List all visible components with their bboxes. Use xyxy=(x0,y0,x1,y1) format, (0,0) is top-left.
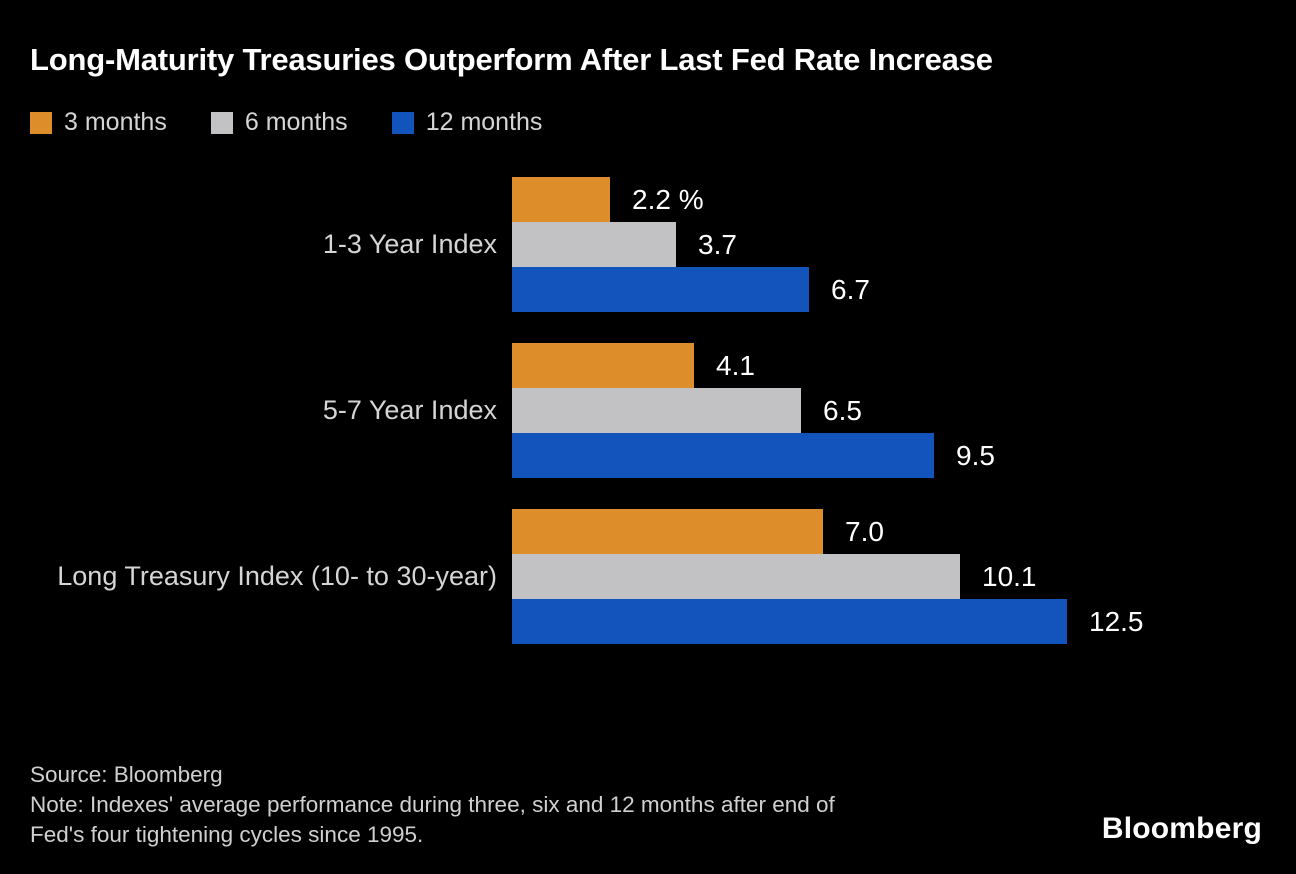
legend-item: 12 months xyxy=(391,108,543,137)
bar-row: 3.7 xyxy=(512,222,870,267)
bar-6-months xyxy=(512,388,801,433)
bar-row: 2.2 % xyxy=(512,177,870,222)
source-text: Source: Bloomberg xyxy=(30,762,223,787)
legend-swatch-icon xyxy=(391,111,414,134)
bar-group: 2.2 % 3.7 6.7 xyxy=(512,177,870,312)
value-label: 6.7 xyxy=(831,273,870,305)
bar-group: 7.0 10.1 12.5 xyxy=(512,509,1144,644)
legend-swatch-icon xyxy=(30,111,52,134)
bar-6-months xyxy=(512,554,960,599)
legend: 3 months 6 months 12 months xyxy=(30,108,586,137)
bar-6-months xyxy=(512,222,676,267)
legend-label: 3 months xyxy=(64,108,167,136)
chart-title: Long-Maturity Treasuries Outperform Afte… xyxy=(30,42,993,77)
bar-3-months xyxy=(512,177,610,222)
bar-row: 7.0 xyxy=(512,509,1144,554)
bar-chart-group: Long Treasury Index (10- to 30-year) 7.0… xyxy=(30,509,1266,644)
bar-row: 6.5 xyxy=(512,388,995,433)
note-text-line1: Note: Indexes' average performance durin… xyxy=(30,792,835,817)
bar-row: 9.5 xyxy=(512,433,995,478)
bloomberg-logo: Bloomberg xyxy=(1101,812,1262,845)
bar-group: 4.1 6.5 9.5 xyxy=(512,343,995,478)
category-label: 1-3 Year Index xyxy=(322,229,497,259)
value-label: 10.1 xyxy=(982,560,1037,592)
bar-chart-group: 1-3 Year Index 2.2 % 3.7 6.7 xyxy=(30,177,1266,312)
bar-3-months xyxy=(512,343,694,388)
legend-swatch-icon xyxy=(210,111,233,134)
bar-row: 6.7 xyxy=(512,267,870,312)
category-label: 5-7 Year Index xyxy=(322,395,497,425)
bar-row: 10.1 xyxy=(512,554,1144,599)
value-label: 2.2 % xyxy=(632,183,704,215)
bar-chart-group: 5-7 Year Index 4.1 6.5 9.5 xyxy=(30,343,1266,478)
value-label: 12.5 xyxy=(1089,605,1144,637)
legend-label: 12 months xyxy=(425,108,543,136)
bar-12-months xyxy=(512,599,1067,644)
bar-12-months xyxy=(512,433,934,478)
legend-item: 6 months xyxy=(210,108,348,137)
bar-12-months xyxy=(512,267,809,312)
category-label: Long Treasury Index (10- to 30-year) xyxy=(57,561,497,591)
value-label: 4.1 xyxy=(716,349,755,381)
legend-label: 6 months xyxy=(244,108,348,136)
note-text-line2: Fed's four tightening cycles since 1995. xyxy=(30,822,424,847)
footer: Source: Bloomberg Note: Indexes' average… xyxy=(30,760,835,850)
value-label: 7.0 xyxy=(845,515,884,547)
bar-row: 4.1 xyxy=(512,343,995,388)
legend-item: 3 months xyxy=(30,108,167,137)
bar-3-months xyxy=(512,509,823,554)
bar-chart: 1-3 Year Index 2.2 % 3.7 6.7 5-7 Year Inde… xyxy=(30,177,1266,675)
value-label: 9.5 xyxy=(956,439,995,471)
bar-row: 12.5 xyxy=(512,599,1144,644)
value-label: 3.7 xyxy=(698,228,737,260)
value-label: 6.5 xyxy=(823,394,862,426)
